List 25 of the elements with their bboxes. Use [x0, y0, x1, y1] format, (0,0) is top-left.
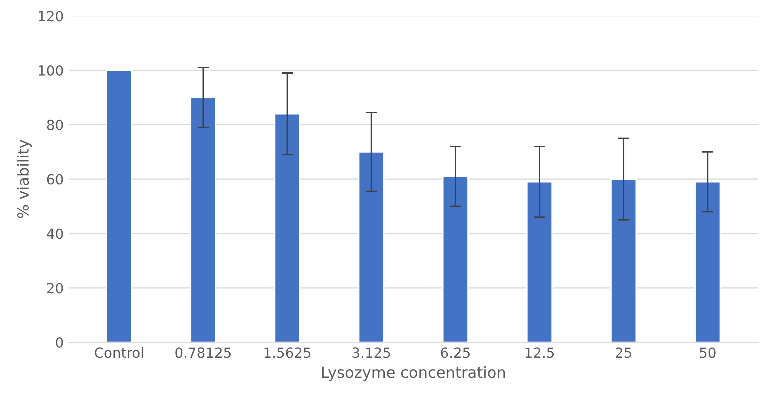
x-axis-title: Lysozyme concentration — [322, 366, 506, 382]
y-tick-label: 40 — [47, 228, 64, 240]
bar — [442, 176, 469, 343]
x-tick-label: 3.125 — [352, 348, 390, 358]
bar — [274, 113, 301, 343]
bar — [694, 181, 722, 343]
y-tick-label: 80 — [47, 120, 64, 130]
y-tick-label: 100 — [39, 65, 64, 76]
x-tick-label: 0.78125 — [176, 348, 231, 358]
x-tick-label: 25 — [616, 348, 632, 358]
bar — [190, 97, 217, 343]
y-axis-title: % viability — [17, 140, 32, 218]
bar — [358, 151, 385, 343]
x-tick-label: 1.5625 — [264, 348, 311, 358]
x-tick-label: 50 — [700, 348, 716, 358]
y-tick-label: 120 — [39, 11, 64, 22]
bar — [610, 178, 638, 343]
x-tick-label: 6.25 — [441, 348, 470, 358]
y-tick-label: 0 — [56, 338, 64, 348]
y-tick-label: 20 — [47, 283, 64, 294]
y-tick-label: 60 — [47, 174, 64, 185]
x-tick-label: Control — [95, 347, 144, 358]
bar — [526, 181, 554, 343]
x-tick-label: 12.5 — [526, 348, 554, 358]
bar — [106, 70, 133, 343]
